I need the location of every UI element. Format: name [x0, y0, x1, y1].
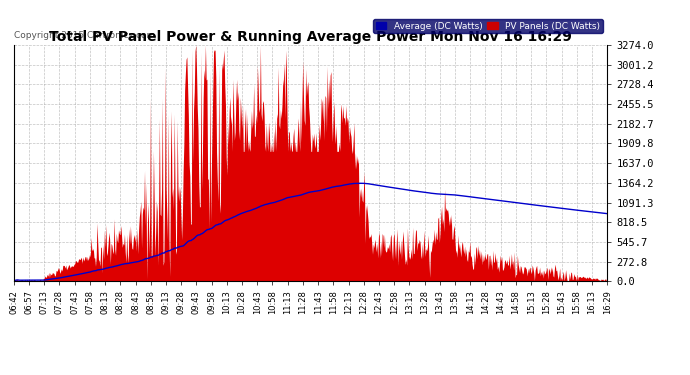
Title: Total PV Panel Power & Running Average Power Mon Nov 16 16:29: Total PV Panel Power & Running Average P… [49, 30, 572, 44]
Legend: Average (DC Watts), PV Panels (DC Watts): Average (DC Watts), PV Panels (DC Watts) [373, 19, 602, 33]
Text: Copyright 2015 Cartronics.com: Copyright 2015 Cartronics.com [14, 31, 155, 40]
